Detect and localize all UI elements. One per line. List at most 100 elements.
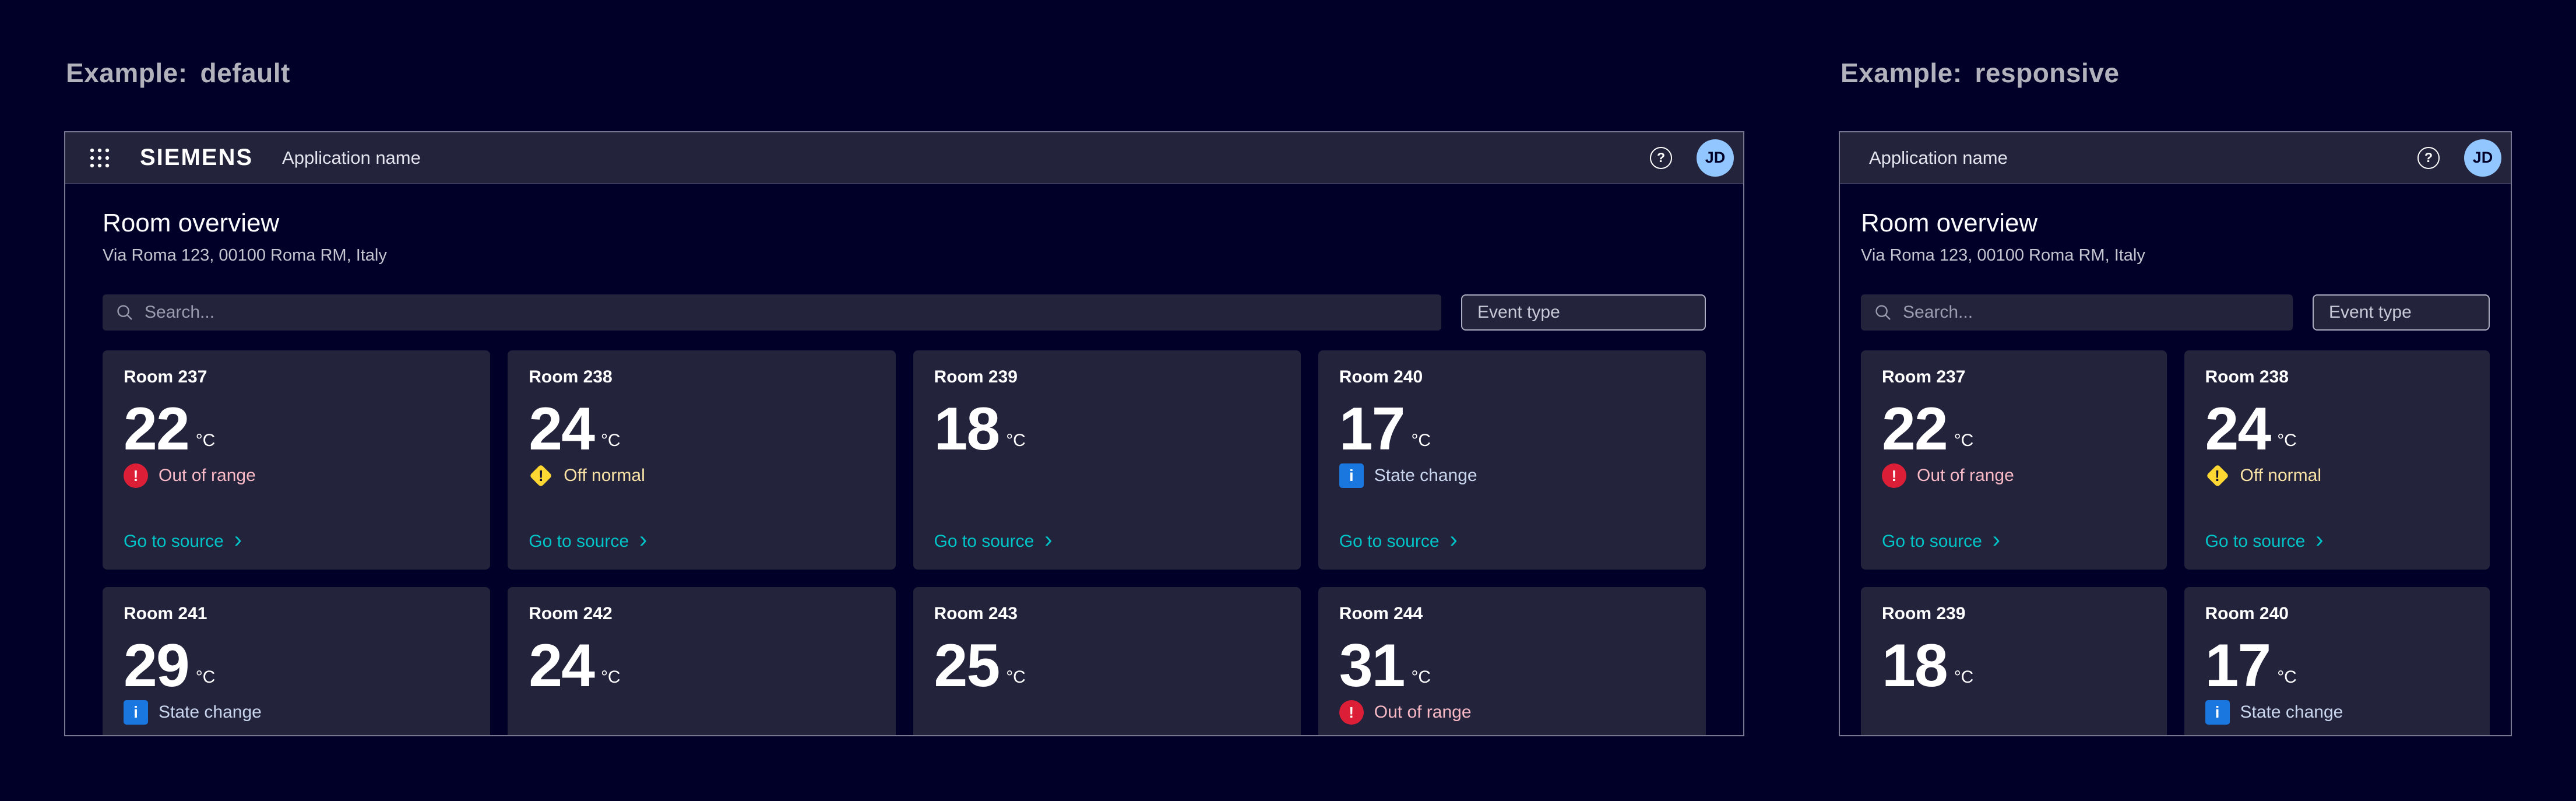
go-to-source-link[interactable]: Go to source › xyxy=(1882,528,2146,552)
temperature-unit: °C xyxy=(2277,668,2297,687)
status-badge: ! Out of range xyxy=(124,463,469,488)
room-card: Room 237 22 °C ! Out of range Go to sour… xyxy=(1861,350,2167,570)
application-name: Application name xyxy=(1869,147,2008,168)
room-card: Room 238 24 °C ! Off normal Go to source… xyxy=(508,350,896,570)
search-icon xyxy=(1875,305,1891,320)
chevron-right-icon: › xyxy=(1449,527,1458,553)
filter-toolbar: Event type xyxy=(1861,294,2490,331)
room-cards-grid: Room 237 22 °C ! Out of range Go to sour… xyxy=(1861,350,2490,735)
chevron-right-icon: › xyxy=(639,527,647,553)
status-badge: i State change xyxy=(2205,700,2469,725)
status-icon: ! xyxy=(529,463,553,488)
event-type-label: Event type xyxy=(1477,303,1560,322)
status-label: State change xyxy=(159,702,262,722)
room-name: Room 239 xyxy=(934,367,1018,387)
room-name: Room 238 xyxy=(529,367,613,387)
status-icon: ! xyxy=(2205,463,2230,488)
search-input[interactable] xyxy=(1903,303,2280,322)
search-input[interactable] xyxy=(145,303,1428,322)
temperature-unit: °C xyxy=(600,431,621,450)
example-heading-label: Example: xyxy=(66,58,188,88)
room-card: Room 243 25 °C Go to source › xyxy=(913,587,1301,735)
temperature-value: 17 xyxy=(2205,632,2272,700)
temperature-value: 24 xyxy=(2205,395,2272,463)
status-label: Out of range xyxy=(159,466,256,485)
temperature-reading: 25 °C xyxy=(934,635,1280,696)
status-label: Out of range xyxy=(1917,466,2014,485)
search-box xyxy=(103,294,1441,331)
status-icon: i xyxy=(2205,700,2230,725)
room-name: Room 239 xyxy=(1882,604,1966,623)
temperature-reading: 17 °C xyxy=(1339,399,1685,459)
content-area: Room overview Via Roma 123, 00100 Roma R… xyxy=(65,184,1743,735)
go-to-source-label: Go to source xyxy=(2205,532,2306,551)
status-badge: ! Out of range xyxy=(1882,463,2146,488)
go-to-source-link[interactable]: Go to source › xyxy=(2205,527,2469,553)
temperature-unit: °C xyxy=(1954,668,1974,687)
avatar[interactable]: JD xyxy=(2464,139,2501,177)
page-title: Room overview xyxy=(103,209,280,237)
content-area: Room overview Via Roma 123, 00100 Roma R… xyxy=(1840,184,2511,735)
temperature-unit: °C xyxy=(600,668,621,687)
app-switcher-icon xyxy=(90,148,110,167)
go-to-source-label: Go to source xyxy=(124,532,224,551)
page-subtitle: Via Roma 123, 00100 Roma RM, Italy xyxy=(103,246,387,265)
room-card: Room 237 22 °C ! Out of range Go to sour… xyxy=(103,350,491,570)
example-heading-value: default xyxy=(200,58,290,88)
go-to-source-link[interactable]: Go to source › xyxy=(1339,527,1685,553)
temperature-value: 18 xyxy=(1882,632,1948,700)
example-heading-label: Example: xyxy=(1840,58,1962,88)
help-button[interactable]: ? xyxy=(1650,146,1672,169)
go-to-source-label: Go to source xyxy=(1339,532,1440,551)
temperature-unit: °C xyxy=(1411,668,1431,687)
temperature-unit: °C xyxy=(195,668,216,687)
go-to-source-link[interactable]: Go to source › xyxy=(124,527,469,553)
room-name: Room 242 xyxy=(529,604,613,623)
status-label: Out of range xyxy=(1374,702,1472,722)
temperature-value: 29 xyxy=(124,632,190,700)
avatar[interactable]: JD xyxy=(1697,139,1734,177)
temperature-unit: °C xyxy=(2277,431,2297,450)
example-heading-responsive: Example: responsive xyxy=(1840,57,2119,89)
chevron-right-icon: › xyxy=(234,527,242,553)
search-icon xyxy=(117,305,132,320)
app-header: SIEMENS Application name ? JD xyxy=(65,132,1743,184)
go-to-source-link[interactable]: Go to source › xyxy=(529,527,874,553)
event-type-select[interactable]: Event type xyxy=(1461,294,1706,331)
temperature-reading: 31 °C xyxy=(1339,635,1685,696)
filter-toolbar: Event type xyxy=(103,294,1706,331)
application-name: Application name xyxy=(282,147,421,168)
room-name: Room 238 xyxy=(2205,367,2289,387)
page-title: Room overview xyxy=(1861,209,2038,237)
temperature-reading: 24 °C xyxy=(529,399,874,459)
go-to-source-label: Go to source xyxy=(529,532,629,551)
status-icon-glyph: i xyxy=(2215,703,2220,721)
app-switcher-button[interactable] xyxy=(83,141,117,175)
go-to-source-link[interactable]: Go to source › xyxy=(934,527,1280,553)
event-type-select[interactable]: Event type xyxy=(2313,294,2490,331)
temperature-reading: 22 °C xyxy=(124,395,469,463)
help-button[interactable]: ? xyxy=(2417,146,2440,169)
room-name: Room 240 xyxy=(2205,604,2289,623)
example-heading-value: responsive xyxy=(1975,58,2120,88)
status-icon-glyph: ! xyxy=(1891,467,1897,484)
temperature-value: 22 xyxy=(124,395,190,463)
temperature-reading: 18 °C xyxy=(934,395,1280,463)
temperature-value: 24 xyxy=(529,632,595,700)
status-icon: ! xyxy=(1882,463,1906,488)
status-icon: ! xyxy=(124,463,148,488)
chevron-right-icon: › xyxy=(1044,527,1053,553)
room-card: Room 242 24 °C Go to source › xyxy=(508,587,896,735)
room-card: Room 241 29 °C i State change Go to sour… xyxy=(103,587,491,735)
room-card: Room 239 18 °C Go to source › xyxy=(1861,587,2167,735)
room-name: Room 244 xyxy=(1339,604,1423,623)
go-to-source-label: Go to source xyxy=(934,532,1034,551)
app-frame-responsive: Application name ? JD Room overview Via … xyxy=(1839,131,2512,736)
chevron-right-icon: › xyxy=(2315,527,2324,553)
app-frame-default: SIEMENS Application name ? JD Room overv… xyxy=(64,131,1744,736)
status-label: State change xyxy=(1374,466,1477,485)
temperature-value: 22 xyxy=(1882,395,1948,463)
room-name: Room 237 xyxy=(1882,367,1966,387)
status-badge: ! Out of range xyxy=(1339,700,1685,725)
temperature-value: 18 xyxy=(934,395,1001,463)
